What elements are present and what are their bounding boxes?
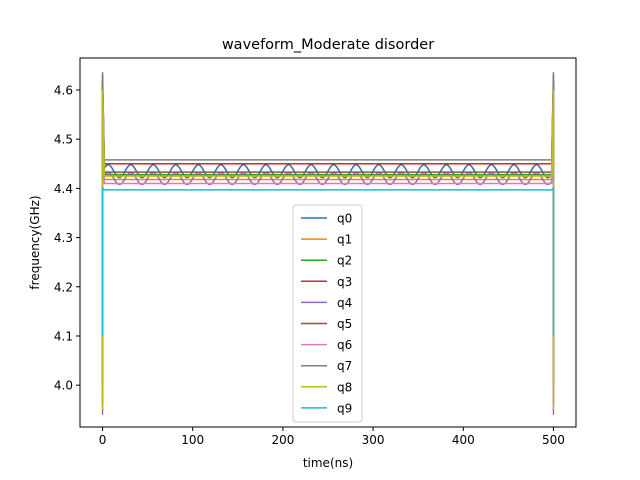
plot-frame	[79, 57, 577, 428]
y-tick-label: 4.0	[54, 379, 73, 393]
legend-label-q4: q4	[337, 296, 352, 310]
legend-label-q0: q0	[337, 212, 352, 226]
series-line-q6	[101, 89, 555, 405]
x-axis-ticks: 0 100 200 300 400 500	[99, 427, 565, 447]
y-tick-label: 4.6	[54, 83, 73, 97]
series-line-q8	[101, 89, 555, 410]
y-axis-ticks: 4.0 4.1 4.2 4.3 4.4 4.5 4.6	[54, 83, 80, 393]
series-layer	[101, 72, 555, 415]
y-axis-label: frequency(GHz)	[28, 195, 42, 289]
x-axis-label: time(ns)	[303, 456, 353, 470]
y-tick-label: 4.3	[54, 231, 73, 245]
legend-label-q2: q2	[337, 254, 352, 268]
chart-title: waveform_Moderate disorder	[222, 37, 434, 53]
legend-label-q9: q9	[337, 401, 352, 415]
series-line-q5	[101, 89, 555, 405]
x-tick-label: 200	[271, 433, 294, 447]
legend-label-q5: q5	[337, 317, 352, 331]
legend: q0 q1 q2 q3 q4 q5 q6 q7 q8 q9	[292, 204, 363, 423]
series-line-q9	[101, 187, 555, 336]
legend-label-q8: q8	[337, 380, 352, 394]
y-tick-label: 4.5	[54, 133, 73, 147]
legend-box	[292, 204, 363, 423]
series-line-q3	[101, 79, 555, 386]
series-line-q7	[101, 72, 555, 386]
y-tick-label: 4.1	[54, 329, 73, 343]
x-tick-label: 400	[452, 433, 475, 447]
legend-label-q3: q3	[337, 275, 352, 289]
x-tick-label: 0	[99, 433, 107, 447]
x-tick-label: 500	[542, 433, 565, 447]
x-tick-label: 300	[362, 433, 385, 447]
y-tick-label: 4.4	[54, 182, 73, 196]
legend-label-q1: q1	[337, 233, 352, 247]
x-tick-label: 100	[181, 433, 204, 447]
legend-label-q6: q6	[337, 338, 352, 352]
legend-label-q7: q7	[337, 359, 352, 373]
y-tick-label: 4.2	[54, 280, 73, 294]
